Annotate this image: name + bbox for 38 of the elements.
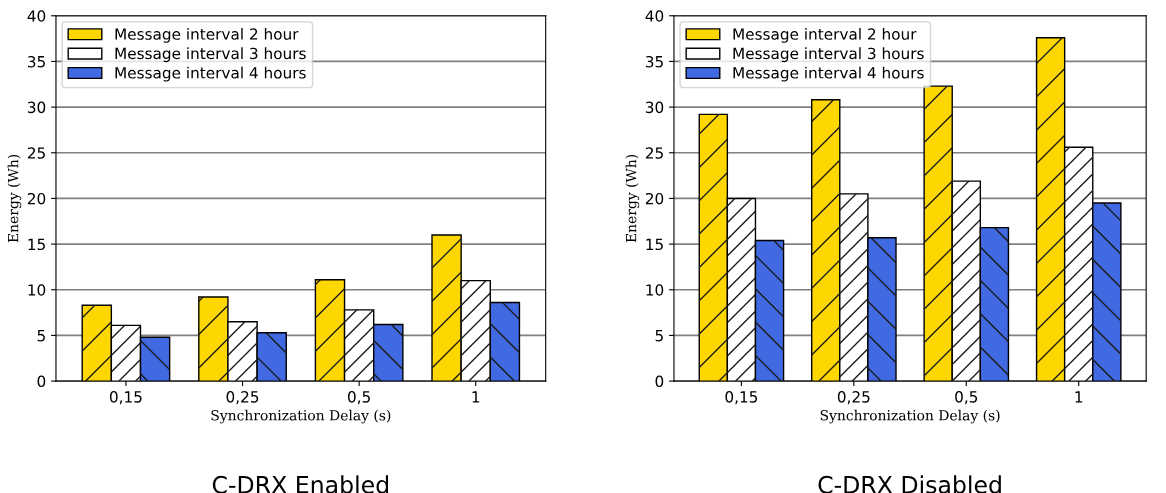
y-tick-label: 0 <box>37 375 46 388</box>
y-tick-label: 10 <box>646 284 664 296</box>
x-tick-label: 1 <box>472 391 480 403</box>
legend-label: Message interval 3 hours <box>733 47 924 63</box>
x-tick-label: 0,5 <box>347 391 370 405</box>
y-tick-label: 15 <box>646 238 663 251</box>
y-tick-label: 15 <box>28 238 45 251</box>
text: C-DRX Disabled <box>818 475 1001 493</box>
y-tick-label: 0 <box>655 375 664 388</box>
y-tick-label: 20 <box>645 192 664 205</box>
y-tick-label: 5 <box>37 330 45 342</box>
y-tick-label: 20 <box>27 192 46 205</box>
y-tick-label: 30 <box>27 101 46 114</box>
y-tick-label: 30 <box>645 101 664 114</box>
x-tick-label: 0,15 <box>109 391 142 405</box>
y-axis-title: Energy (Wh) <box>625 154 640 243</box>
text: C-DRX Enabled <box>212 475 389 493</box>
y-tick-label: 10 <box>28 284 46 296</box>
y-tick-label: 40 <box>27 10 46 22</box>
x-axis-title: Synchronization Delay (s) <box>211 409 391 424</box>
x-tick-label: 0,25 <box>226 391 259 405</box>
legend-label: Message interval 2 hour <box>115 28 299 43</box>
y-tick-label: 35 <box>645 55 663 68</box>
legend-label: Message interval 4 hours <box>115 66 306 82</box>
x-axis-title: Synchronization Delay (s) <box>820 409 1000 424</box>
y-tick-label: 35 <box>27 55 45 68</box>
y-axis-title: Energy (Wh) <box>7 154 22 243</box>
legend-label: Message interval 3 hours <box>115 47 306 63</box>
y-tick-label: 40 <box>645 10 664 22</box>
y-tick-label: 5 <box>655 330 663 342</box>
x-tick-label: 0,5 <box>955 391 978 405</box>
legend-label: Message interval 4 hours <box>733 66 924 82</box>
y-tick-label: 25 <box>27 147 45 159</box>
legend-label: Message interval 2 hour <box>733 28 917 43</box>
x-tick-label: 1 <box>1075 391 1083 403</box>
y-tick-label: 25 <box>645 147 663 159</box>
x-tick-label: 0,25 <box>837 391 870 405</box>
x-tick-label: 0,15 <box>725 391 758 405</box>
